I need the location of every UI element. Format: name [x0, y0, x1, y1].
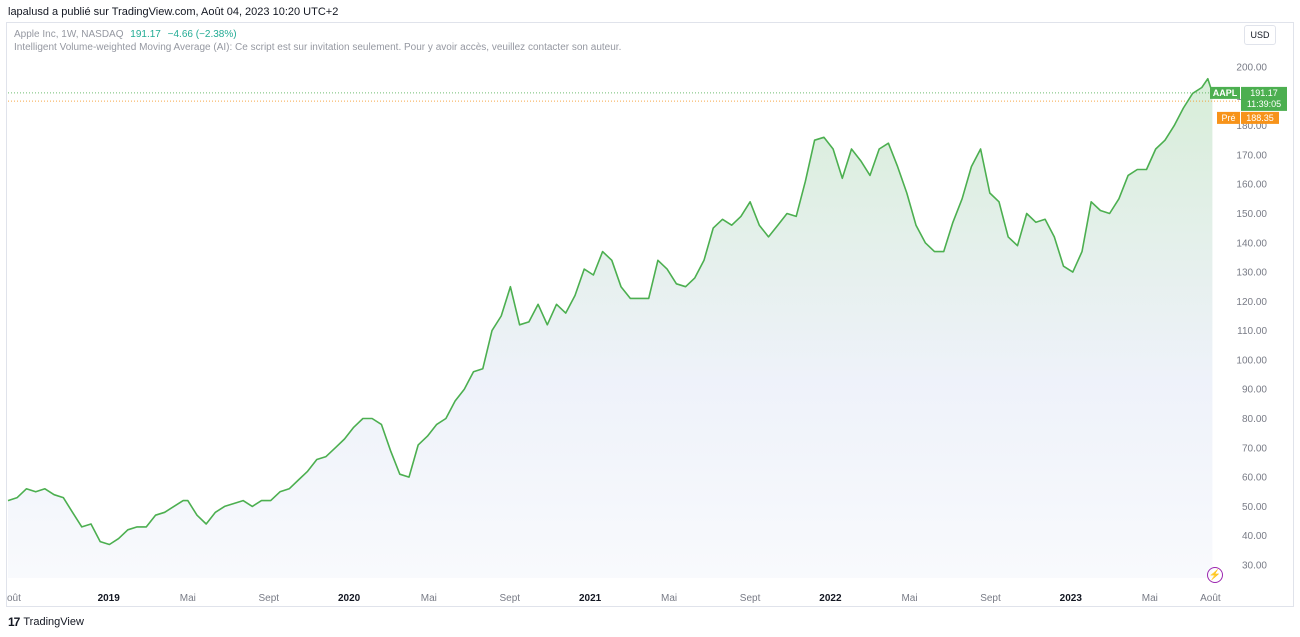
- y-tick-label: 150.00: [1236, 209, 1267, 220]
- x-tick-label: Mai: [901, 593, 917, 604]
- x-tick-label: 2021: [579, 593, 602, 604]
- y-tick-label: 110.00: [1237, 326, 1267, 337]
- y-tick-label: 170.00: [1236, 150, 1267, 161]
- lightning-bolt-icon[interactable]: ⚡: [1207, 567, 1223, 583]
- y-tick-label: 30.00: [1242, 561, 1267, 572]
- pre-label-tag: Pré: [1221, 113, 1235, 123]
- x-tick-label: Sept: [980, 593, 1001, 604]
- y-tick-label: 200.00: [1236, 63, 1267, 74]
- y-tick-label: 130.00: [1236, 268, 1267, 279]
- y-tick-label: 100.00: [1236, 355, 1267, 366]
- price-series-line: [7, 77, 1214, 546]
- y-tick-label: 120.00: [1236, 297, 1267, 308]
- x-tick-label: Sept: [259, 593, 280, 604]
- pre-price-tag: 188.35: [1246, 113, 1274, 123]
- x-tick-label: Mai: [661, 593, 677, 604]
- x-tick-label: Sept: [500, 593, 521, 604]
- countdown-tag: 11:39:05: [1247, 99, 1281, 109]
- currency-button[interactable]: USD: [1244, 25, 1276, 45]
- tradingview-brand[interactable]: 17 TradingView: [8, 615, 84, 629]
- chart-frame: [6, 22, 1294, 607]
- x-tick-label: 2019: [98, 593, 121, 604]
- y-tick-label: 70.00: [1242, 443, 1267, 454]
- pre-label-tag-bg: [1217, 111, 1240, 124]
- y-tick-label: 140.00: [1236, 238, 1267, 249]
- symbol-info: Apple Inc, 1W, NASDAQ: [14, 29, 124, 40]
- y-tick-label: 90.00: [1242, 385, 1267, 396]
- legend-price: 191.17: [130, 29, 161, 40]
- x-tick-label: 2020: [338, 593, 361, 604]
- y-tick-label: 80.00: [1242, 414, 1267, 425]
- x-tick-label: Mai: [180, 593, 196, 604]
- pre-price-tag-bg: [1241, 111, 1279, 124]
- x-tick-label: Sept: [740, 593, 761, 604]
- indicator-note: Intelligent Volume-weighted Moving Avera…: [14, 42, 622, 53]
- x-tick-label: 2023: [1060, 593, 1083, 604]
- x-tick-label: Août: [1200, 593, 1221, 604]
- symbol-tag: AAPL: [1213, 88, 1238, 98]
- legend-change: −4.66 (−2.38%): [167, 29, 237, 40]
- price-area-fill: [8, 78, 1213, 578]
- last-price-tag: 191.17: [1250, 88, 1278, 98]
- y-tick-label: 60.00: [1242, 473, 1267, 484]
- y-tick-label: 160.00: [1236, 180, 1267, 191]
- y-tick-label: 40.00: [1242, 531, 1267, 542]
- symbol-tag-bg: [1210, 86, 1240, 99]
- last-price-tag-bg: [1241, 86, 1287, 111]
- tradingview-logo-icon: 17: [8, 615, 20, 629]
- y-tick-label: 50.00: [1242, 502, 1267, 513]
- brand-name: TradingView: [23, 616, 84, 628]
- chart-legend: Apple Inc, 1W, NASDAQ 191.17 −4.66 (−2.3…: [14, 28, 621, 54]
- x-tick-label: Mai: [421, 593, 437, 604]
- x-tick-label: Mai: [1142, 593, 1158, 604]
- publisher-line: lapalusd a publié sur TradingView.com, A…: [8, 6, 339, 18]
- x-tick-label: oût: [7, 593, 21, 604]
- x-tick-label: 2022: [819, 593, 842, 604]
- y-tick-label: 180.00: [1236, 121, 1267, 132]
